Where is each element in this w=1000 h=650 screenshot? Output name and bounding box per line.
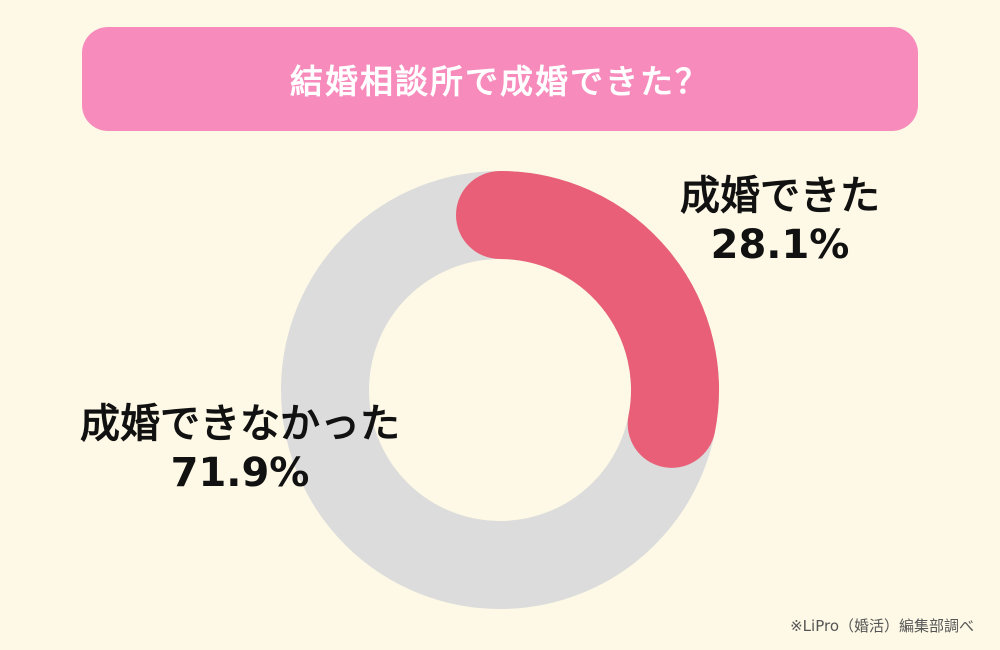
- chart-title-banner: 結婚相談所で成婚できた？: [82, 27, 918, 131]
- slice-label-married-name: 成婚できた: [680, 173, 880, 219]
- slice-label-married: 成婚できた 28.1%: [650, 172, 910, 270]
- donut-slice-married: [456, 171, 719, 468]
- slice-label-not-married: 成婚できなかった 71.9%: [30, 400, 450, 498]
- source-note: ※LiPro（婚活）編集部調べ: [790, 617, 974, 635]
- slice-label-not-married-name: 成婚できなかった: [80, 401, 400, 447]
- slice-label-married-value: 28.1%: [710, 221, 850, 268]
- slice-label-not-married-value: 71.9%: [170, 449, 310, 496]
- chart-title: 結婚相談所で成婚できた？: [290, 62, 710, 101]
